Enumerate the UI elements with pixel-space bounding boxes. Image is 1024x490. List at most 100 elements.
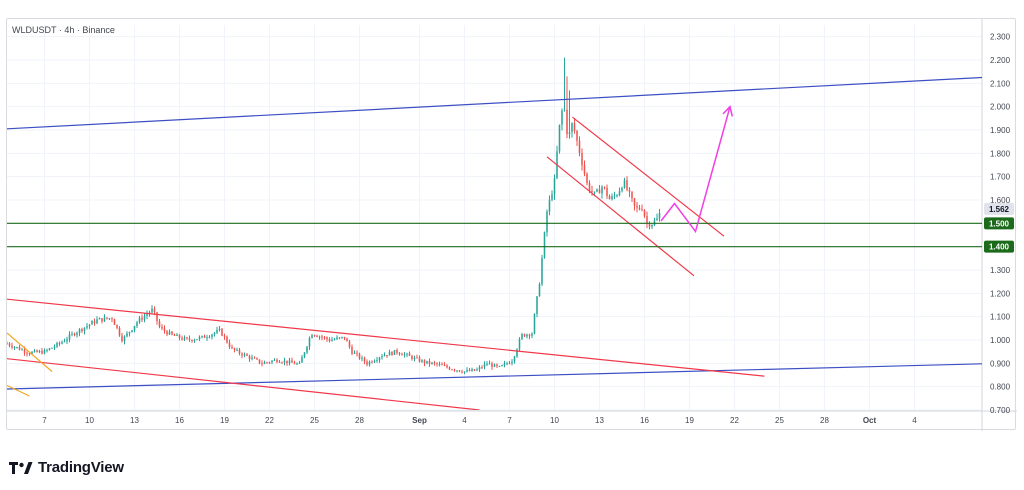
candle-body [628,189,631,192]
candle-body [103,317,106,322]
candlestick-chart[interactable]: 2.300 2.200 2.100 2.000 1.900 1.800 1.700 1.600… [7,19,1017,431]
red-channel-top [7,298,765,377]
time-tick-label: 19 [685,416,694,425]
candle-body [213,332,216,335]
candle-body [83,327,86,332]
candle-body [146,314,148,316]
candle-body [151,308,153,313]
candle-body [16,346,18,348]
candle-body [348,341,351,348]
candle-body [476,369,478,371]
time-tick-label: Sep [412,416,427,425]
candle-body [511,361,513,364]
candle-body [28,353,31,355]
candle-body [421,360,423,362]
candle-body [291,360,293,363]
candle-body [66,339,68,342]
tradingview-brand[interactable]: TradingView [9,459,124,476]
candle-body [536,296,538,315]
candle-body [646,216,648,224]
candle-body [588,182,591,191]
candle-body [551,194,553,200]
time-tick-label: 28 [820,416,829,425]
time-tick-label: 25 [775,416,784,425]
price-tick-label: 2.300 [990,33,1011,42]
candle-body [503,363,506,365]
candle-body [638,207,641,210]
candle-body [493,364,496,367]
candle-body [51,347,53,349]
candle-body [168,331,171,335]
candle-body [308,338,311,347]
candle-body [71,333,73,335]
candle-body [133,326,136,331]
candle-body [636,205,638,208]
candle-body [346,338,348,342]
price-tick-label: 1.900 [990,126,1011,135]
candle-body [268,362,271,364]
candle-body [68,334,71,340]
time-tick-label: 4 [462,416,467,425]
candle-body [466,369,468,372]
candle-body [398,352,401,355]
candle-body [181,338,183,340]
candle-body [43,350,46,354]
candle-body [433,362,436,364]
candle-body [633,198,636,206]
candle-body [106,317,108,319]
candle-body [166,331,168,335]
candle-body [641,209,643,211]
candle-body [343,336,346,339]
candle-body [143,315,146,320]
chart-frame: 2.300 2.200 2.100 2.000 1.900 1.800 1.700 1.600… [6,18,1017,431]
candle-body [261,363,263,365]
candle-body [508,363,511,365]
candle-body [616,195,618,197]
price-tick-label: 1.300 [990,266,1011,275]
flag-bottom-line [546,156,695,277]
flag-top-line [572,116,725,237]
price-tick-label: 2.000 [990,103,1011,112]
projection-arrowhead [722,105,734,117]
candle-body [186,337,188,339]
candle-body [243,354,246,356]
candle-body [116,324,118,328]
candle-body [136,322,138,327]
candle-body [596,189,598,192]
candle-body [516,349,518,357]
candle-body [656,218,658,221]
candle-body [608,195,611,200]
time-tick-label: 19 [220,416,229,425]
candle-body [48,348,51,350]
candle-body [241,353,243,356]
time-tick-label: 22 [265,416,274,425]
candle-body [283,360,286,363]
candle-body [383,355,386,357]
candle-body [563,109,566,111]
candle-body [258,359,261,364]
candle-body [353,352,356,354]
candle-body [266,362,268,364]
candle-body [86,326,88,328]
candle-body [326,337,328,340]
candle-body [501,364,503,367]
candle-body [403,354,406,356]
candle-body [613,195,616,197]
candle-body [101,318,103,322]
candle-body [63,341,66,343]
candle-body [396,350,398,353]
candle-body [586,173,588,183]
candle-body [333,339,336,341]
time-tick-label: 28 [355,416,364,425]
candle-body [11,345,13,348]
candle-body [188,338,191,340]
candle-body [156,312,158,322]
candle-body [61,341,63,344]
candle-body [108,318,111,320]
candle-body [196,339,198,341]
candle-body [411,355,413,360]
tradingview-brand-name: TradingView [38,459,124,476]
price-label-text: 1.400 [989,243,1010,252]
candle-body [38,350,41,353]
candle-body [461,371,463,373]
